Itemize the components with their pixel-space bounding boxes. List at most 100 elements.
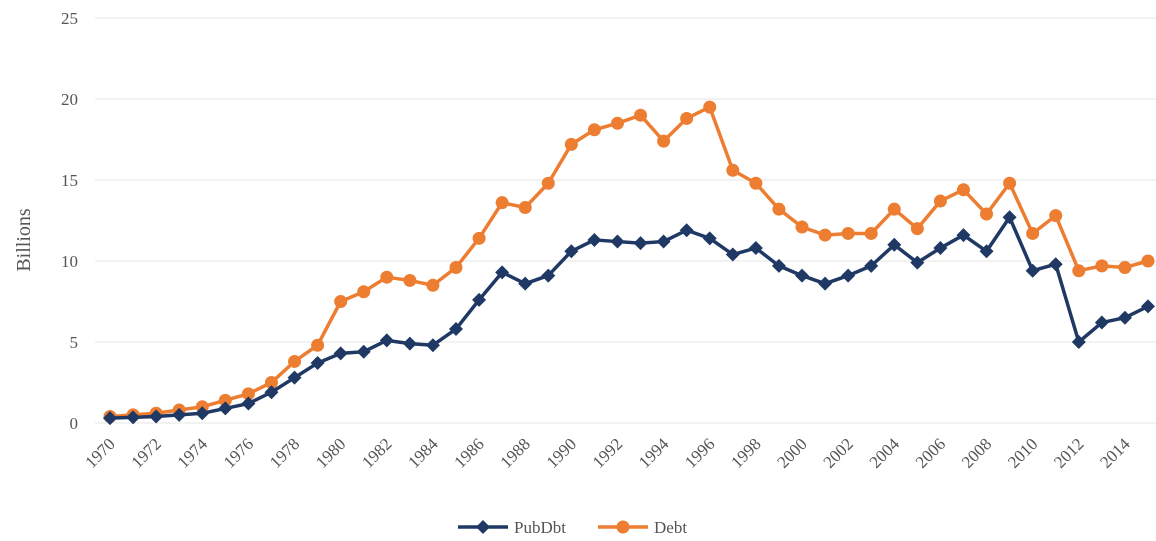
data-point [449,260,463,274]
y-tick-label: 15 [61,171,78,190]
data-point [725,247,740,262]
y-axis-label: Billions [13,208,35,272]
data-point [587,232,602,247]
x-tick-label: 1996 [681,434,718,471]
data-point [426,278,440,292]
data-point [495,196,509,210]
x-tick-label: 1984 [404,434,442,472]
x-tick-label: 2012 [1050,434,1087,471]
data-point [841,226,855,240]
data-point [841,268,856,283]
series-line [109,215,1149,420]
x-tick-label: 1970 [81,434,118,471]
data-point [103,411,117,426]
data-point [702,231,717,246]
data-point [979,244,994,259]
data-point [610,116,624,130]
x-tick-label: 1980 [312,434,349,471]
x-tick-label: 2008 [958,434,995,471]
data-point [379,333,394,348]
x-tick-label: 1990 [543,434,580,471]
x-tick-label: 2002 [819,434,856,471]
data-point [680,111,694,125]
data-point [956,183,970,197]
data-point [1095,259,1109,273]
data-point [1072,264,1086,278]
data-point [910,255,925,270]
data-point [656,234,671,249]
data-point [703,100,717,114]
data-point [1025,263,1040,278]
data-point [864,258,879,273]
data-point [980,207,994,221]
data-point [634,108,648,122]
data-point [933,241,948,256]
data-point [887,237,902,252]
data-point [518,201,532,215]
y-tick-label: 25 [61,9,78,28]
legend-marker [476,520,490,534]
y-tick-label: 20 [61,90,78,109]
data-point [1049,209,1063,223]
data-point [472,292,487,307]
x-tick-label: 1988 [497,434,534,471]
x-tick-label: 1992 [589,434,626,471]
data-point [1071,335,1086,349]
data-point [795,268,809,283]
data-point [126,410,141,425]
legend-label: PubDbt [514,518,566,537]
x-tick-label: 1982 [358,434,395,471]
data-point [287,370,302,385]
data-point [425,338,440,353]
data-point [887,202,901,216]
data-point [264,385,279,400]
data-point [610,234,625,249]
x-tick-label: 2000 [773,434,810,471]
data-point [357,285,371,299]
data-point [334,295,348,308]
x-tick-label: 2004 [866,434,904,472]
data-point [311,338,325,352]
data-point [310,356,325,371]
data-point [472,231,486,245]
data-point [633,236,648,251]
data-point [564,137,578,151]
data-point [749,176,763,190]
data-point [1002,210,1017,225]
data-point [356,344,371,359]
data-point [195,406,210,421]
data-point [218,401,233,416]
data-point [1118,260,1132,274]
data-point [772,202,786,216]
data-point [657,134,671,148]
data-point [402,336,417,351]
y-tick-label: 10 [61,252,78,271]
x-tick-label: 1994 [635,434,673,472]
x-tick-label: 2010 [1004,434,1041,471]
data-point [380,270,394,284]
data-point [1117,310,1132,325]
data-point [1141,254,1155,268]
x-tick-label: 2014 [1096,434,1134,472]
x-tick-label: 1976 [220,434,257,471]
data-point [818,228,832,242]
data-point [495,265,510,280]
data-point [587,123,601,137]
data-point [1003,176,1017,190]
data-point [679,223,694,238]
data-point [288,354,302,368]
legend-marker [616,520,630,534]
data-point [956,228,971,243]
data-point [264,376,278,389]
data-point [910,222,924,236]
series-line [109,105,1149,419]
data-point [149,409,164,424]
data-point [795,220,809,234]
data-point [1094,315,1109,330]
x-tick-label: 1974 [174,434,212,472]
x-tick-label: 1998 [727,434,764,471]
data-point [1026,226,1040,240]
data-point [771,258,786,273]
data-point [541,268,556,283]
